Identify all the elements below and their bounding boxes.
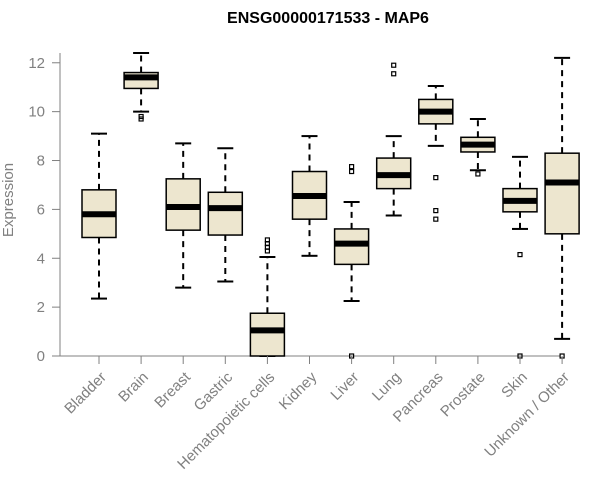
chart-title: ENSG00000171533 - MAP6	[227, 10, 429, 27]
box-group	[418, 84, 454, 222]
y-tick-label: 8	[37, 153, 45, 170]
box-group	[375, 62, 412, 217]
outlier-point	[391, 71, 397, 77]
box-group	[333, 164, 370, 359]
box-iqr	[544, 152, 580, 235]
y-ticks: 0 2 4 6 8 10 12	[28, 55, 60, 365]
box-group	[123, 52, 159, 122]
x-tick-label: Prostate	[437, 369, 489, 421]
outlier-point	[433, 175, 439, 181]
box-group	[502, 155, 538, 359]
x-tick-label: Brain	[115, 369, 152, 406]
x-tick-label: Liver	[327, 369, 362, 404]
outlier-point	[433, 208, 439, 214]
y-tick-label: 2	[37, 299, 45, 316]
box-group	[291, 135, 328, 257]
y-tick-label: 0	[37, 348, 45, 365]
y-tick-label: 6	[37, 201, 45, 218]
box-iqr	[249, 312, 286, 357]
outlier-point	[475, 171, 481, 177]
box-iqr	[207, 191, 244, 236]
boxes	[81, 52, 580, 359]
box-group	[460, 117, 496, 177]
box-group	[207, 147, 244, 283]
x-tick-label: Breast	[151, 368, 194, 411]
x-tick-label: Skin	[498, 369, 531, 402]
outlier-point	[138, 113, 144, 120]
outlier-point	[391, 62, 397, 68]
box-iqr	[333, 228, 370, 266]
y-tick-label: 10	[28, 104, 45, 121]
x-tick-label: Kidney	[276, 368, 321, 413]
outlier-point	[349, 168, 355, 175]
y-axis-label: Expression	[0, 163, 17, 237]
y-tick-label: 12	[28, 55, 45, 72]
box-group	[544, 56, 580, 359]
x-tick-label: Lung	[369, 369, 405, 405]
box-group	[81, 132, 117, 300]
outlier-point	[349, 164, 355, 170]
outlier-point	[433, 216, 439, 222]
box-group	[165, 142, 201, 289]
outlier-point	[517, 251, 523, 258]
y-tick-label: 4	[37, 250, 45, 267]
x-tick-label: Bladder	[61, 369, 110, 418]
box-group	[249, 237, 286, 357]
outlier-point	[264, 237, 270, 243]
